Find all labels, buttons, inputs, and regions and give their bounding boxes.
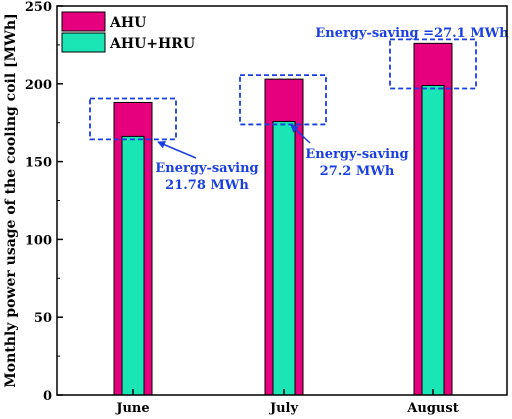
y-tick-label: 0 bbox=[43, 389, 52, 404]
bar-ahu-hru bbox=[272, 120, 296, 396]
legend-label: AHU bbox=[109, 15, 146, 31]
bar-ahu-hru bbox=[421, 85, 445, 396]
saving-highlight-box bbox=[389, 38, 477, 90]
bar-ahu-hru bbox=[121, 135, 145, 396]
y-tick-label: 250 bbox=[25, 0, 52, 15]
saving-highlight-box bbox=[89, 97, 177, 141]
annotation-label: Energy-saving =27.1 MWh bbox=[315, 26, 509, 41]
y-tick-label: 150 bbox=[25, 156, 52, 171]
y-axis-label: Monthly power usage of the cooling coil … bbox=[3, 13, 19, 387]
annotation-label: Energy-saving bbox=[155, 161, 258, 176]
y-axis: 0 50 100 150 200 250 bbox=[25, 0, 63, 404]
saving-highlight-box bbox=[239, 74, 327, 126]
legend: AHU AHU+HRU bbox=[61, 11, 195, 53]
x-tick-label: August bbox=[406, 401, 458, 416]
annotation-label: 21.78 MWh bbox=[165, 178, 249, 193]
bars-layer bbox=[113, 42, 453, 396]
y-tick-label: 100 bbox=[25, 233, 52, 248]
x-axis: June July August bbox=[115, 389, 459, 416]
legend-swatch bbox=[61, 32, 106, 53]
legend-label: AHU+HRU bbox=[109, 36, 195, 52]
legend-swatch bbox=[61, 11, 106, 32]
x-tick-label: June bbox=[115, 401, 149, 416]
y-tick-label: 50 bbox=[34, 311, 52, 326]
annotation-arrow bbox=[157, 141, 197, 159]
annotations-layer: Energy-saving 21.78 MWh Energy-saving 27.2 … bbox=[89, 26, 509, 193]
annotation-label: 27.2 MWh bbox=[320, 164, 395, 179]
x-tick-label: July bbox=[269, 401, 299, 416]
annotation-label: Energy-saving bbox=[305, 147, 408, 162]
annotation-arrow bbox=[290, 124, 311, 144]
y-tick-label: 200 bbox=[25, 78, 52, 93]
